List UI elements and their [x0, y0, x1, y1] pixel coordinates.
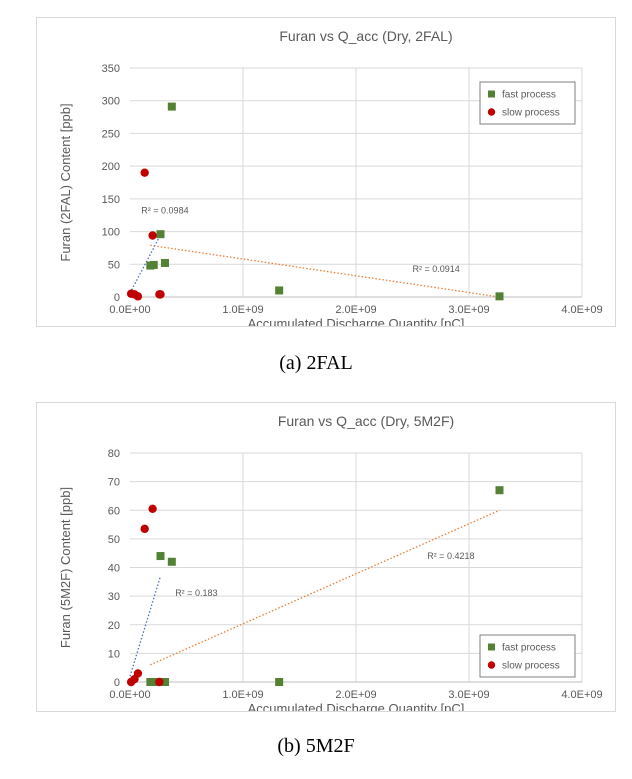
caption-5m2f: (b) 5M2F: [277, 735, 355, 757]
scatter-chart-5m2f: Furan vs Q_acc (Dry, 5M2F) 0.0E+00 1.0E+09…: [58, 413, 603, 716]
fal-x-tick-label: 3.0E+09: [448, 304, 489, 316]
m2f-y-tick-label: 30: [108, 591, 120, 603]
fal-trendline-1: [129, 234, 162, 294]
scatter-chart-2fal: Furan vs Q_acc (Dry, 2FAL) 0.0E+00 1.0E+09…: [58, 28, 603, 331]
fal-legend-label: fast process: [502, 90, 556, 101]
fal-fast-point: [149, 260, 158, 269]
fal-slow-point: [140, 168, 149, 177]
m2f-legend-box: [479, 634, 576, 678]
fal-fast-point: [495, 292, 504, 301]
m2f-y-tick-label: 0: [114, 677, 120, 689]
fal-fast-point: [161, 258, 170, 267]
m2f-trendline-1: [129, 575, 162, 677]
m2f-y-tick-label: 50: [108, 534, 120, 546]
m2f-fast-point: [149, 678, 158, 686]
m2f-fast-point: [167, 557, 176, 566]
m2f-legend-label: slow process: [502, 661, 560, 672]
fal-slow-point: [148, 231, 157, 240]
fal-legend-swatch-fast: [488, 90, 495, 98]
m2f-y-tick-label: 80: [108, 448, 120, 460]
caption-2fal: (a) 2FAL: [279, 352, 353, 374]
fal-slow-point: [156, 290, 165, 299]
m2f-x-axis-title: Accumulated Discharge Quantity [pC]: [248, 701, 465, 711]
chart-panel-2fal: Furan vs Q_acc (Dry, 2FAL) 0.0E+00 1.0E+09…: [36, 17, 616, 331]
m2f-legend-swatch-fast: [488, 643, 495, 651]
m2f-slow-point: [155, 677, 164, 687]
fal-y-tick-label: 200: [102, 161, 120, 173]
m2f-y-tick-label: 10: [108, 648, 120, 660]
fal-x-tick-label: 0.0E+00: [109, 304, 150, 316]
m2f-slow-point: [133, 669, 143, 678]
fal-legend-swatch-slow: [487, 108, 496, 116]
m2f-fast-point: [275, 678, 284, 686]
fal-slow-point: [133, 292, 143, 301]
fal-fast-point: [156, 230, 165, 239]
fal-x-tick-label: 2.0E+09: [335, 304, 376, 316]
m2f-fast-point: [495, 486, 504, 495]
fal-y-tick-label: 0: [114, 292, 120, 304]
m2f-x-tick-label: 0.0E+00: [109, 689, 150, 701]
m2f-chart-title: Furan vs Q_acc (Dry, 5M2F): [278, 413, 454, 429]
m2f-x-tick-label: 1.0E+09: [222, 689, 263, 701]
fal-legend-box: [479, 81, 576, 125]
m2f-legend-label: fast process: [502, 643, 556, 654]
m2f-x-tick-label: 2.0E+09: [335, 689, 376, 701]
m2f-y-tick-label: 70: [108, 477, 120, 489]
m2f-y-tick-label: 40: [108, 563, 120, 575]
m2f-slow-point: [140, 524, 149, 534]
m2f-trendline-0: [150, 509, 500, 666]
fal-fast-point: [275, 286, 284, 295]
m2f-x-tick-label: 3.0E+09: [448, 689, 489, 701]
fal-chart-title: Furan vs Q_acc (Dry, 2FAL): [279, 28, 452, 44]
fal-y-tick-label: 50: [108, 259, 120, 271]
m2f-y-axis-title: Furan (5M2F) Content [ppb]: [58, 487, 73, 648]
m2f-fast-point: [161, 678, 170, 686]
fal-y-tick-label: 350: [102, 63, 120, 75]
m2f-slow-point: [148, 504, 157, 514]
m2f-x-tick-label: 4.0E+09: [561, 689, 602, 701]
m2f-legend-swatch-slow: [487, 661, 496, 669]
m2f-fast-point: [156, 552, 165, 561]
fal-r2-label: R² = 0.0914: [413, 264, 460, 274]
fal-y-tick-label: 100: [102, 227, 120, 239]
fal-fast-point: [167, 102, 176, 111]
fal-x-axis-title: Accumulated Discharge Quantity [pC]: [248, 316, 465, 326]
fal-y-tick-label: 150: [102, 194, 120, 206]
fal-x-tick-label: 4.0E+09: [561, 304, 602, 316]
chart-panel-5m2f: Furan vs Q_acc (Dry, 5M2F) 0.0E+00 1.0E+09…: [36, 402, 616, 716]
fal-r2-label: R² = 0.0984: [141, 205, 188, 215]
m2f-y-tick-label: 20: [108, 620, 120, 632]
fal-y-tick-label: 250: [102, 128, 120, 140]
fal-y-axis-title: Furan (2FAL) Content [ppb]: [58, 103, 73, 261]
m2f-r2-label: R² = 0.4218: [427, 551, 474, 561]
fal-legend-label: slow process: [502, 108, 560, 119]
m2f-r2-label: R² = 0.183: [175, 588, 217, 598]
m2f-y-tick-label: 60: [108, 505, 120, 517]
fal-y-tick-label: 300: [102, 96, 120, 108]
fal-trendline-0: [150, 244, 500, 298]
fal-x-tick-label: 1.0E+09: [222, 304, 263, 316]
